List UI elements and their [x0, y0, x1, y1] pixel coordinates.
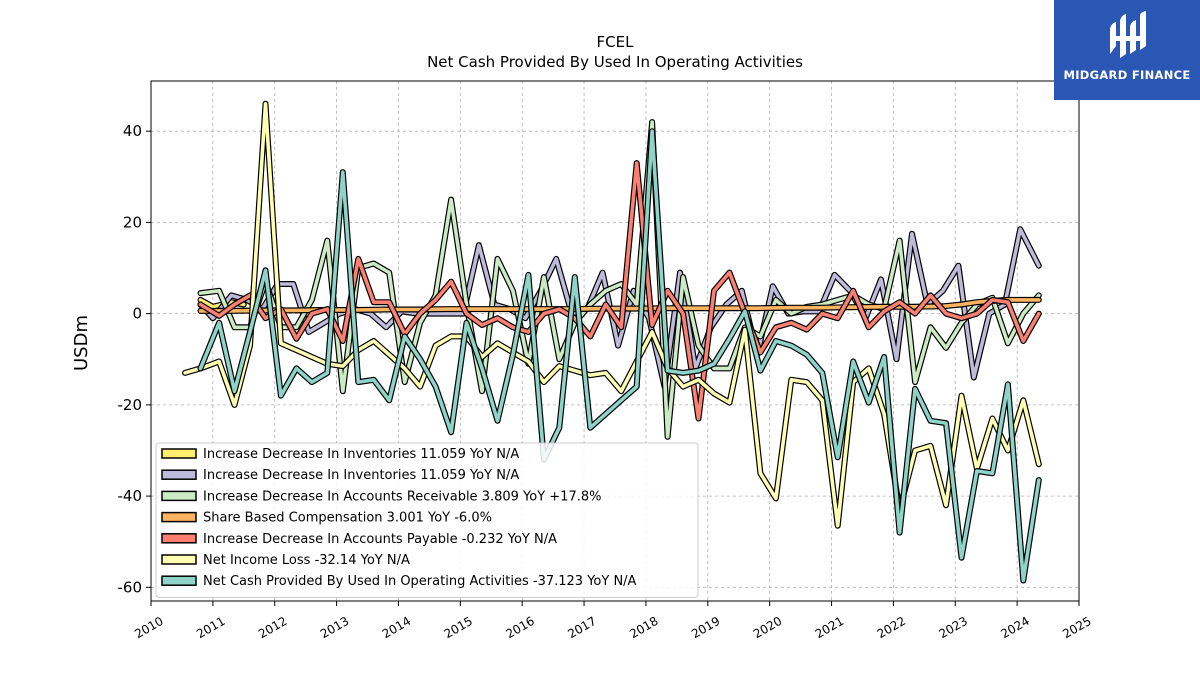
- legend-label: Increase Decrease In Accounts Payable -0…: [203, 532, 557, 547]
- legend-swatch: [161, 554, 197, 565]
- legend-swatch: [161, 448, 197, 459]
- legend-swatch: [161, 575, 197, 586]
- y-tick-label: 40: [123, 122, 142, 140]
- x-tick-label: 2020: [751, 614, 784, 641]
- legend-label: Increase Decrease In Accounts Receivable…: [203, 489, 601, 504]
- x-tick-label: 2011: [194, 614, 227, 641]
- y-tick-label: 0: [132, 305, 142, 323]
- chart-subtitle: Net Cash Provided By Used In Operating A…: [427, 53, 803, 71]
- y-tick-label: -20: [118, 396, 143, 414]
- x-tick-label: 2012: [256, 614, 289, 641]
- x-tick-label: 2016: [503, 614, 536, 641]
- x-tick-label: 2013: [318, 614, 351, 641]
- x-tick-label: 2014: [380, 614, 413, 641]
- y-axis-label: USDm: [71, 315, 92, 371]
- legend-label: Increase Decrease In Inventories 11.059 …: [203, 447, 519, 462]
- legend-swatch: [161, 469, 197, 480]
- brand-mark-icon: [1110, 11, 1146, 58]
- brand-logo: MIDGARD FINANCE: [1054, 0, 1200, 100]
- x-tick-label: 2021: [813, 614, 846, 641]
- x-tick-label: 2024: [998, 614, 1031, 641]
- series-line: [198, 129, 1041, 583]
- series-4: [197, 160, 1042, 422]
- series-line: [198, 161, 1041, 421]
- plot-frame: [150, 80, 1080, 602]
- legend-label: Share Based Compensation 3.001 YoY -6.0%: [203, 511, 492, 526]
- legend-label: Net Income Loss -32.14 YoY N/A: [203, 553, 410, 568]
- x-tick-label: 2018: [627, 614, 660, 641]
- series-line: [198, 227, 1041, 389]
- legend-swatch: [161, 533, 197, 544]
- series-line: [198, 120, 1041, 439]
- y-tick-label: -40: [118, 487, 143, 505]
- x-tick-label: 2019: [689, 614, 722, 641]
- series-layer: [182, 100, 1042, 584]
- x-tick-label: 2025: [1060, 614, 1093, 641]
- legend-swatch: [161, 511, 197, 523]
- legend-swatch: [161, 490, 197, 502]
- chart-title: FCEL: [597, 33, 635, 51]
- series-1: [197, 226, 1042, 390]
- x-tick-label: 2023: [937, 614, 970, 641]
- legend-label: Increase Decrease In Inventories 11.059 …: [203, 468, 519, 483]
- y-tick-label: 20: [123, 213, 142, 231]
- x-tick-label: 2017: [565, 614, 598, 641]
- series-2: [197, 119, 1042, 440]
- legend-box: [155, 442, 699, 598]
- series-6: [197, 128, 1042, 584]
- x-tick-label: 2010: [132, 614, 165, 641]
- y-tick-label: -60: [118, 578, 143, 596]
- x-tick-label: 2015: [442, 614, 475, 641]
- x-tick-label: 2022: [875, 614, 908, 641]
- legend-label: Net Cash Provided By Used In Operating A…: [203, 574, 637, 589]
- legend: Increase Decrease In Inventories 11.059 …: [155, 442, 699, 598]
- brand-name: MIDGARD FINANCE: [1063, 68, 1191, 82]
